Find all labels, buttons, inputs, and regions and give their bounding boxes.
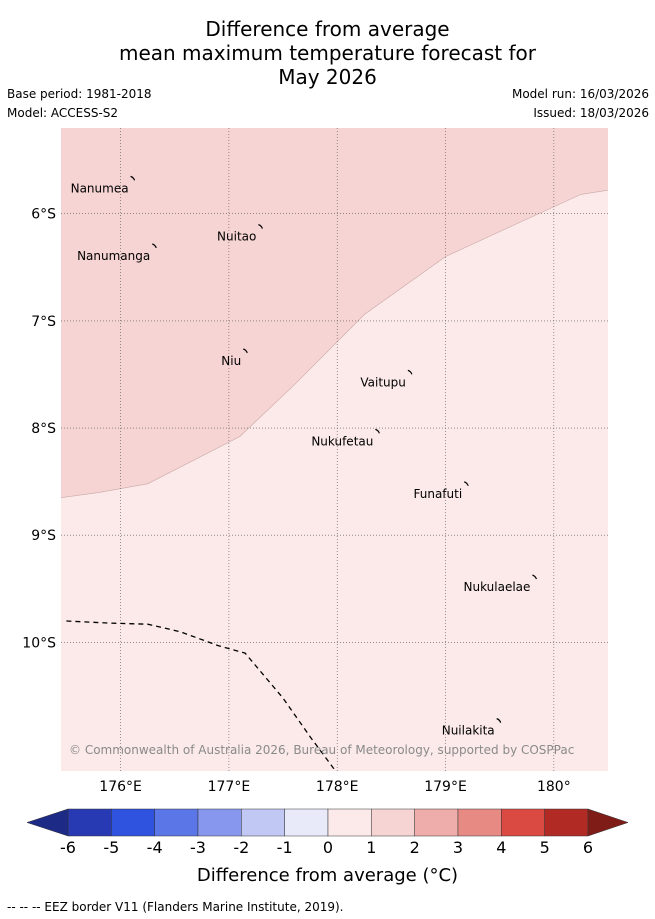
colorbar-segment <box>457 808 502 837</box>
longitude-label: 176°E <box>99 779 142 795</box>
colorbar <box>26 808 629 837</box>
model-name: Model: ACCESS-S2 <box>7 106 119 120</box>
colorbar-tick-label: 0 <box>322 838 334 857</box>
colorbar-tick-label: 1 <box>366 838 377 857</box>
colorbar-tick-label: -1 <box>276 838 293 857</box>
colorbar-tick-label: 2 <box>409 838 420 857</box>
latitude-label: 7°S <box>31 314 56 330</box>
island-shape <box>152 243 157 249</box>
colorbar-segment <box>371 808 415 837</box>
colorbar-tick-label: -3 <box>190 838 206 857</box>
issued-date: Issued: 18/03/2026 <box>533 106 649 120</box>
island-shape <box>496 718 502 723</box>
island-label: Nanumea <box>71 181 129 195</box>
colorbar-low-extend <box>26 808 69 837</box>
colorbar-segment <box>111 808 155 837</box>
island-label: Niu <box>221 354 241 368</box>
eez-border-line <box>66 620 335 770</box>
zone-boundary-line <box>61 189 608 498</box>
colorbar-tick-label: -4 <box>146 838 163 857</box>
colorbar-segment <box>327 808 372 837</box>
colorbar-segment <box>284 808 329 837</box>
colorbar-tick-label: 5 <box>539 838 550 857</box>
latitude-label: 8°S <box>31 421 56 437</box>
islands-layer: Nanumea Nuitao Nanumanga Niu Vaitupu Nukufeta… <box>71 175 537 738</box>
zone-anomaly-1-to-2 <box>61 128 608 498</box>
island-shape <box>532 574 537 580</box>
colorbar-segment <box>241 808 285 837</box>
island-shape <box>243 348 248 354</box>
colorbar-tick-label: 4 <box>496 838 507 857</box>
colorbar-title: Difference from average (°C) <box>196 865 459 886</box>
island-shape <box>375 428 380 434</box>
island-shape <box>463 481 469 487</box>
island-label: Nukulaelae <box>464 580 531 594</box>
colorbar-tick-label: -6 <box>60 838 76 857</box>
copyright-notice: © Commonwealth of Australia 2026, Bureau… <box>69 743 574 757</box>
colorbar-segment <box>67 808 112 837</box>
title-line-2: mean maximum temperature forecast for <box>118 41 536 65</box>
base-period: Base period: 1981-2018 <box>7 87 152 101</box>
footer-legend: -- -- -- EEZ border V11 (Flanders Marine… <box>7 900 344 914</box>
latitude-label: 9°S <box>31 528 56 544</box>
longitude-label: 179°E <box>424 779 467 795</box>
map-title: Difference from average mean maximum tem… <box>0 17 655 89</box>
longitude-label: 178°E <box>316 779 359 795</box>
colorbar-segment <box>544 808 589 837</box>
colorbar-segment <box>501 808 545 837</box>
graticule <box>61 128 608 771</box>
longitude-label: 180° <box>537 779 571 795</box>
island-label: Nanumanga <box>77 249 150 263</box>
latitude-label: 10°S <box>22 635 56 651</box>
longitude-label: 177°E <box>208 779 251 795</box>
colorbar-tick-label: 3 <box>452 838 464 857</box>
colorbar-segment <box>154 808 199 837</box>
island-label: Nuilakita <box>442 724 495 738</box>
island-shape <box>407 369 413 375</box>
island-shape <box>130 175 136 181</box>
colorbar-segment <box>197 808 242 837</box>
title-line-3: May 2026 <box>278 65 377 89</box>
map-plot-area: Nanumea Nuitao Nanumanga Niu Vaitupu Nukufeta… <box>61 128 608 771</box>
axis-tick-labels: 176°E 177°E 178°E 179°E 180° 6°S 7°S 8°S 9°S 10°S <box>22 207 570 795</box>
model-run: Model run: 16/03/2026 <box>511 87 649 101</box>
latitude-label: 6°S <box>31 207 56 223</box>
island-shape <box>258 224 263 229</box>
colorbar-tick-label: -2 <box>233 838 250 857</box>
island-label: Nuitao <box>217 230 256 244</box>
island-label: Funafuti <box>414 487 463 501</box>
colorbar-segment <box>414 808 459 837</box>
island-label: Nukufetau <box>311 434 373 448</box>
colorbar-tick-label: 6 <box>582 838 594 857</box>
island-label: Vaitupu <box>360 375 406 389</box>
colorbar-high-extend <box>587 808 629 837</box>
colorbar-tick-label: -5 <box>103 838 120 857</box>
title-line-1: Difference from average <box>205 17 450 41</box>
